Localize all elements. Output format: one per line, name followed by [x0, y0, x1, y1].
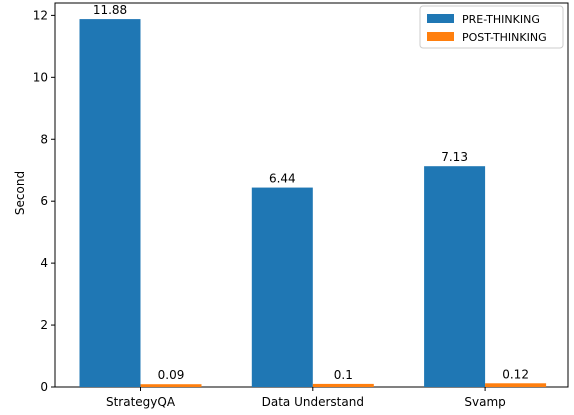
bar-post-1 — [312, 383, 374, 387]
bar-pre-1 — [251, 187, 313, 387]
bar-value-label: 6.44 — [269, 172, 296, 186]
bar-post-0 — [140, 384, 202, 387]
y-tick-label: 12 — [33, 8, 48, 22]
y-tick-label: 2 — [40, 318, 48, 332]
legend-label: PRE-THINKING — [462, 13, 540, 26]
bar-value-label: 0.09 — [158, 368, 185, 382]
legend: PRE-THINKING POST-THINKING — [419, 5, 564, 49]
bar-value-label: 0.1 — [334, 368, 353, 382]
y-tick-label: 8 — [40, 132, 48, 146]
y-tick-label: 6 — [40, 194, 48, 208]
plot-area: 0 2 4 6 8 10 12 11.88 0.09 StrategyQA 6.44 0.1 Data … — [33, 2, 569, 409]
bar-value-label: 11.88 — [93, 3, 127, 17]
legend-swatch-pre — [427, 14, 454, 23]
x-tick-label: Data Understand — [262, 395, 364, 409]
bar-pre-0 — [79, 19, 141, 388]
bar-pre-2 — [424, 166, 486, 387]
y-tick-label: 0 — [40, 380, 48, 394]
legend-swatch-post — [427, 32, 454, 41]
legend-box — [419, 5, 564, 49]
bar-value-label: 7.13 — [441, 150, 468, 164]
legend-label: POST-THINKING — [462, 31, 547, 44]
x-tick-label: StrategyQA — [106, 395, 176, 409]
x-tick-label: Svamp — [464, 395, 505, 409]
y-tick-label: 4 — [40, 256, 48, 270]
y-tick-label: 10 — [33, 70, 48, 84]
bar-value-label: 0.12 — [502, 367, 529, 381]
y-axis-label: Second — [13, 171, 27, 215]
bar-post-2 — [485, 383, 547, 387]
